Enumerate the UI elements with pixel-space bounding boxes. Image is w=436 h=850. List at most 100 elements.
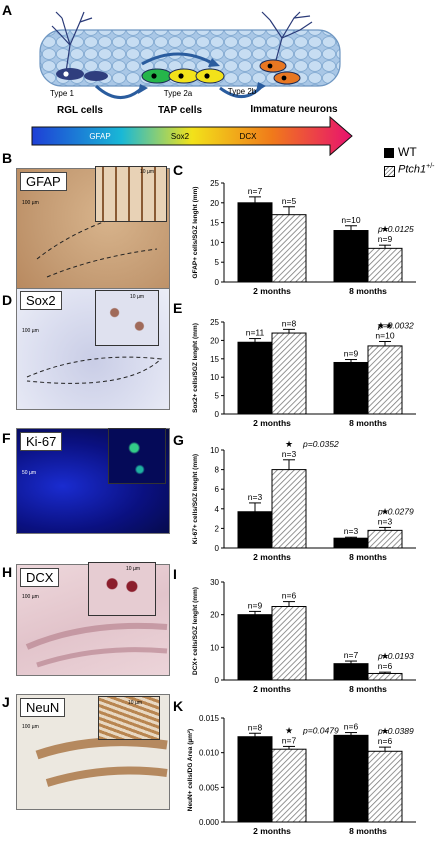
neuron-dendrites [261, 11, 313, 65]
chart-i-ytick-label: 20 [210, 611, 219, 620]
chart-c-bar-ptch-0 [271, 214, 307, 283]
chart-e-star: ★★ [377, 321, 393, 331]
gfap-inset-scale: 10 µm [140, 169, 154, 175]
chart-k-bar-ptch-1 [367, 750, 403, 823]
neun-label: NeuN [20, 698, 66, 717]
legend-ptch-label: Ptch1+/- [398, 163, 435, 176]
chart-k-pvalue: p=0.0389 [377, 726, 414, 736]
panel-letter-e: E [173, 300, 183, 316]
chart-g-ylabel: Ki-67+ cells/SGZ lenght (mm) [192, 454, 199, 544]
chart-k-star: ★ [285, 725, 293, 735]
chart-g-ytick-label: 10 [210, 446, 219, 455]
chart-g-n-label: n=3 [248, 492, 263, 502]
chart-g-category-label: 8 months [349, 552, 387, 562]
chart-c-n-label: n=9 [378, 234, 393, 244]
chart-c-bar-wt-0 [237, 202, 273, 283]
marker-sox2: Sox2 [171, 132, 190, 141]
chart-e-n-label: n=11 [246, 328, 265, 338]
chart-i-n-label: n=9 [248, 600, 263, 610]
panel-letter-b: B [2, 150, 13, 166]
chart-c-ylabel: GFAP+ cells/SGZ lenght (mm) [192, 187, 199, 279]
chart-k-ytick-label: 0.010 [199, 749, 220, 758]
neurogenesis-diagram: Type 1 Type 2a Type 2b RGL cells TAP cel… [31, 11, 353, 157]
ki67-scale: 50 µm [22, 470, 36, 476]
chart-e-pvalue: p=0.0032 [377, 321, 414, 331]
chart-e-ytick-label: 10 [210, 373, 219, 382]
chart-c-n-label: n=10 [341, 215, 360, 225]
chart-g-ytick-label: 0 [215, 544, 220, 553]
panel-letter-a: A [2, 2, 13, 18]
chart-g-n-label: n=3 [378, 516, 393, 526]
panel-letter-g: G [173, 432, 184, 448]
chart-k-star: ★ [381, 726, 389, 736]
cell-type1 [56, 68, 108, 81]
chart-k-category-label: 2 months [253, 826, 291, 836]
chart-c-bar-wt-1 [333, 230, 369, 283]
panel-letter-d: D [2, 292, 13, 308]
chart-e-bar-ptch-1 [367, 345, 403, 415]
chart-c-ytick-label: 10 [210, 238, 219, 247]
chart-k-n-label: n=8 [248, 722, 263, 732]
ki67-inset [108, 428, 166, 484]
chart-e-n-label: n=10 [375, 331, 394, 341]
chart-g-ytick-label: 6 [215, 485, 220, 494]
neun-scale: 100 µm [22, 724, 39, 730]
chart-i-n-label: n=7 [344, 650, 359, 660]
chart-g-ytick-label: 4 [215, 505, 220, 514]
chart-i-ytick-label: 0 [215, 676, 220, 685]
chart-k-category-label: 8 months [349, 826, 387, 836]
sox2-outline [26, 356, 163, 384]
legend-ptch-swatch [384, 166, 395, 177]
dcx-scale: 100 µm [22, 594, 39, 600]
chart-g-bar-ptch-0 [271, 469, 307, 549]
chart-c-bar-ptch-1 [367, 247, 403, 283]
chart-e-ytick-label: 15 [210, 355, 219, 364]
marker-dcx: DCX [240, 132, 258, 141]
gfap-scale: 100 µm [22, 200, 39, 206]
chart-k-n-label: n=6 [378, 736, 393, 746]
gfap-inset [95, 166, 167, 222]
chart-i-category-label: 8 months [349, 684, 387, 694]
group-immature: Immature neurons [250, 104, 338, 115]
chart-c-ytick-label: 15 [210, 219, 219, 228]
panel-letter-j: J [2, 694, 10, 710]
chart-k-bar-wt-0 [237, 736, 273, 823]
chart-e-ytick-label: 25 [210, 318, 219, 327]
chart-g-n-label: n=3 [282, 449, 297, 459]
cell-type2a [141, 68, 225, 84]
chart-c-ytick-label: 20 [210, 199, 219, 208]
cell-layer [39, 29, 341, 87]
chart-i-bar-wt-0 [237, 614, 273, 681]
chart-e-bar-wt-1 [333, 361, 369, 415]
sox2-inset-scale: 10 µm [130, 294, 144, 300]
chart-c-n-label: n=7 [248, 186, 263, 196]
chart-i-star: ★ [381, 651, 389, 661]
chart-g-ytick-label: 2 [215, 524, 220, 533]
sox2-inset [95, 290, 159, 346]
chart-i-bar-wt-1 [333, 663, 369, 681]
chart-e-ylabel: Sox2+ cells/SGZ lenght (mm) [192, 323, 199, 413]
sox2-scale: 100 µm [22, 328, 39, 334]
chart-k-pvalue: p=0.0479 [302, 725, 339, 735]
chart-g-bar-wt-0 [237, 511, 273, 549]
neun-outline [35, 737, 168, 787]
chart-i-category-label: 2 months [253, 684, 291, 694]
group-rgl: RGL cells [57, 105, 103, 116]
chart-e-category-label: 8 months [349, 418, 387, 428]
marker-gradient-arrow [31, 115, 353, 157]
chart-c-ytick-label: 5 [215, 258, 220, 267]
chart-c-category-label: 8 months [349, 286, 387, 296]
legend-wt-label: WT [398, 145, 417, 159]
chart-c-category-label: 2 months [253, 286, 291, 296]
chart-i-ytick-label: 10 [210, 643, 219, 652]
chart-g-bar-wt-1 [333, 537, 369, 549]
chart-c-ytick-label: 0 [215, 278, 220, 287]
cell-label-type2a: Type 2a [164, 89, 193, 98]
chart-c-star: ★ [381, 224, 389, 234]
panel-letter-k: K [173, 698, 184, 714]
chart-g-star: ★ [285, 439, 293, 449]
cell-label-type2b: Type 2b [228, 87, 257, 96]
chart-c-pvalue: p=0.0125 [377, 224, 414, 234]
panel-letter-h: H [2, 564, 13, 580]
chart-e-bar-wt-0 [237, 341, 273, 415]
